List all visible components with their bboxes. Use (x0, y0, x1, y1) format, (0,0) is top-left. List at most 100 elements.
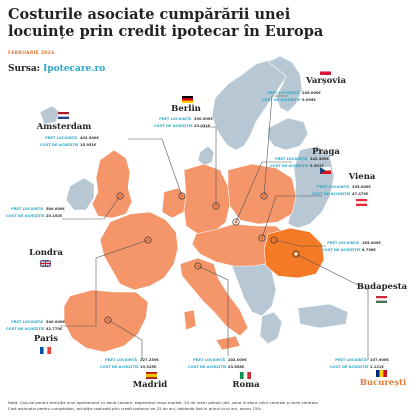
price-value: 342.300€ (310, 157, 329, 161)
country-ro (263, 227, 325, 279)
leader-varsovia (263, 95, 288, 197)
price-label: PREȚ LOCUINȚĂ (327, 241, 359, 245)
city-marker-dot (234, 220, 238, 224)
denmark (197, 145, 215, 167)
cost-value: 15.951€ (80, 142, 97, 147)
city-marker-dot (294, 252, 298, 256)
czechia-flag-icon (320, 167, 331, 174)
price-value: 290.500€ (194, 117, 213, 121)
uk-flag-icon (40, 260, 51, 267)
cost-value: 5.597€ (310, 163, 324, 168)
source-site-link[interactable]: Ipotecare.ro (43, 64, 106, 74)
ireland (65, 177, 95, 211)
city-name-amsterdam: Amsterdam (36, 122, 92, 132)
price-label: PREȚ LOCUINȚĂ (159, 117, 191, 121)
leader-roma (197, 265, 229, 356)
price-label: PREȚ LOCUINȚĂ (193, 358, 225, 362)
cost-label: COST DE ACHIZIȚIE (6, 213, 45, 218)
note-line-1: Notă: Calcule pentru achiziția unui apar… (8, 400, 319, 405)
cost-label: COST DE ACHIZIȚIE (100, 364, 139, 369)
note-line-2: Cost estimativ pentru cumpărător, achizi… (8, 406, 263, 411)
source-line: Sursa: Ipotecare.ro (8, 64, 105, 74)
italy-islands (183, 309, 241, 351)
cost-value: 19.325€ (140, 364, 157, 369)
city-marker-dot (272, 238, 276, 242)
stats-roma: PREȚ LOCUINȚĂ 202.000€ COST DE ACHIZIȚIE 2… (188, 357, 247, 370)
country-fr (99, 211, 179, 291)
city-name-budapesta: Budapesta (356, 282, 408, 292)
price-label: PREȚ LOCUINȚĂ (11, 320, 43, 324)
price-value: 205.000€ (302, 91, 321, 95)
country-de (183, 163, 231, 235)
city-marker-ring (270, 236, 278, 244)
netherlands-flag-icon (58, 112, 69, 119)
turkey (297, 303, 349, 329)
city-name-roma: Roma (232, 380, 260, 390)
scandinavia (211, 59, 288, 151)
eastern-region (287, 145, 335, 229)
finland (267, 55, 303, 113)
cost-label: COST DE ACHIZIȚIE (40, 142, 79, 147)
stats-budapesta: PREȚ LOCUINȚĂ 163.000€ COST DE ACHIZIȚIE 6… (322, 240, 381, 253)
price-label: PREȚ LOCUINȚĂ (335, 358, 367, 362)
other-countries (39, 55, 349, 345)
price-value: 540.000€ (46, 320, 65, 324)
stats-viena: PREȚ LOCUINȚĂ 335.000€ COST DE ACHIZIȚIE 4… (312, 184, 371, 197)
source-label: Sursa: (8, 64, 41, 74)
price-label: PREȚ LOCUINȚĂ (317, 185, 349, 189)
city-marker-ring (144, 236, 152, 244)
city-marker-dot (118, 194, 122, 198)
cost-value: 9.095€ (302, 97, 316, 102)
leader-praga (235, 161, 292, 223)
price-label: PREȚ LOCUINȚĂ (275, 157, 307, 161)
price-label: PREȚ LOCUINȚĂ (267, 91, 299, 95)
city-marker-dot (262, 194, 266, 198)
city-marker-ring (104, 316, 112, 324)
featured-countries (63, 149, 297, 353)
stats-madrid: PREȚ LOCUINȚĂ 227.250€ COST DE ACHIZIȚIE 1… (100, 357, 159, 370)
city-marker-dot (196, 264, 200, 268)
cost-value: 2.121€ (370, 364, 384, 369)
cost-label: COST DE ACHIZIȚIE (262, 97, 301, 102)
cost-label: COST DE ACHIZIȚIE (322, 247, 361, 252)
footnotes: Notă: Calcule pentru achiziția unui apar… (8, 400, 408, 412)
price-value: 335.000€ (352, 185, 371, 189)
leader-bucuresti (295, 253, 369, 360)
city-name-paris: Paris (33, 334, 59, 344)
city-marker-dot (146, 238, 150, 242)
cost-label: COST DE ACHIZIȚIE (312, 191, 351, 196)
stats-varsovia: PREȚ LOCUINȚĂ 205.000€ COST DE ACHIZIȚIE 9… (262, 90, 321, 103)
price-value: 402.300€ (80, 136, 99, 140)
page-title: Costurile asociate cumpărării unei locui… (8, 6, 324, 40)
germany-flag-icon (182, 96, 193, 103)
city-marker-ring (194, 262, 202, 270)
city-marker-ring (258, 234, 266, 242)
price-label: PREȚ LOCUINȚĂ (45, 136, 77, 140)
city-marker-dot (260, 236, 264, 240)
stats-amsterdam: PREȚ LOCUINȚĂ 402.300€ COST DE ACHIZIȚIE 1… (40, 135, 99, 148)
hungary-flag-icon (376, 296, 387, 303)
leader-berlin (200, 126, 217, 206)
publish-date: FEBRUARIE 2026 (8, 51, 55, 56)
greece (259, 311, 283, 345)
leader-paris (60, 239, 149, 327)
country-gb (91, 149, 133, 219)
cost-value: 23.031€ (194, 123, 211, 128)
leader-madrid (107, 319, 143, 360)
cost-label: COST DE ACHIZIȚIE (6, 326, 45, 331)
cost-value: 6.736€ (362, 247, 376, 252)
austria-flag-icon (356, 199, 367, 206)
country-pl (227, 163, 297, 225)
country-es (63, 289, 149, 353)
leader-budapesta (273, 239, 326, 247)
romania-flag-icon (376, 370, 387, 377)
baltics (267, 117, 309, 151)
city-marker-dot (180, 194, 184, 198)
poland-flag-icon (320, 68, 331, 75)
cost-label: COST DE ACHIZIȚIE (188, 364, 227, 369)
price-label: PREȚ LOCUINȚĂ (105, 358, 137, 362)
france-flag-icon (40, 347, 51, 354)
city-name-viena: Viena (348, 172, 376, 182)
cost-value: 42.775€ (46, 326, 63, 331)
